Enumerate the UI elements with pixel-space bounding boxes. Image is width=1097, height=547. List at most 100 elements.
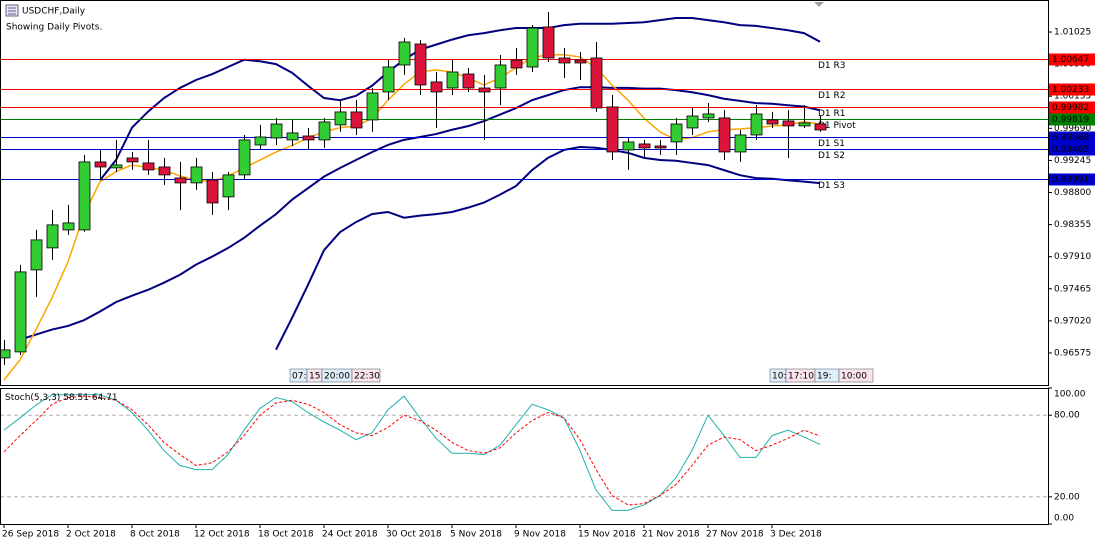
pivot-label: D1 R2 [818, 91, 846, 101]
candle-body [0, 349, 11, 359]
y-tick-label: 0.00 [1054, 514, 1074, 524]
pivot-label: D1 R1 [818, 109, 846, 119]
x-tick-label: 18 Oct 2018 [258, 530, 314, 540]
session-label: 07: [292, 372, 306, 382]
x-tick-label: 8 Oct 2018 [130, 530, 180, 540]
candle-body [222, 174, 235, 198]
candle-body [94, 161, 107, 168]
session-label: 15: [309, 372, 323, 382]
candle-body [142, 162, 155, 171]
candle-body [782, 120, 795, 127]
candle-body [382, 66, 395, 93]
stoch-title: Stoch(5,3,3) 58.51 64.71 [5, 393, 118, 403]
candle-body [686, 115, 699, 129]
pivot-label: D1 S1 [818, 139, 845, 149]
price-box-label: 0.99568 [1052, 133, 1089, 143]
x-tick-label: 30 Oct 2018 [386, 530, 442, 540]
y-tick-label: 0.99690 [1054, 124, 1091, 134]
candle-body [462, 73, 475, 89]
x-tick-label: 2 Oct 2018 [66, 530, 116, 540]
candle-body [302, 135, 315, 141]
price-box [1049, 101, 1095, 114]
session-box [838, 368, 874, 383]
price-box-label: 0.99982 [1052, 103, 1089, 113]
candle-body [734, 134, 747, 153]
candle-body [606, 106, 619, 153]
pivot-label: D1 R3 [818, 61, 846, 71]
x-tick-label: 3 Dec 2018 [770, 530, 822, 540]
candle-body [350, 111, 363, 129]
candle-body [558, 57, 571, 64]
session-label: 17:10 [788, 372, 814, 382]
y-tick-label: 0.97020 [1054, 316, 1091, 326]
price-box-label: 0.99405 [1052, 145, 1089, 155]
candle-body [542, 26, 555, 59]
price-box [1049, 83, 1095, 96]
candle-body [286, 132, 299, 141]
y-tick-label: 20.00 [1054, 492, 1080, 502]
chart-subtitle: Showing Daily Pivots. [6, 23, 102, 33]
candle-body [78, 161, 91, 231]
candle-body [318, 121, 331, 141]
stoch-main-value: 58.51 [63, 393, 89, 403]
line-series [3, 53, 821, 381]
session-label: 20:00 [324, 372, 350, 382]
session-label: 22:30 [354, 372, 380, 382]
candle-body [126, 157, 139, 163]
main-frame [0, 0, 1049, 386]
price-box [1049, 173, 1095, 186]
x-tick-label: 15 Nov 2018 [578, 530, 636, 540]
candle-body [366, 92, 379, 121]
price-box [1049, 143, 1095, 156]
candle-body [62, 222, 75, 231]
main-plot: D1 R3 D1 R2 D1 R1 D1 Pivot D1 S1 D1 S2 D1 S3 [0, 11, 1048, 381]
stoch-plot [0, 394, 1048, 511]
y-tick-label: 100.00 [1054, 390, 1086, 400]
stoch-signal-value: 64.71 [92, 393, 118, 403]
candle-body [190, 166, 203, 184]
candle-body [174, 177, 187, 184]
candle-body [750, 113, 763, 136]
candle-body [30, 239, 43, 271]
candle-body [654, 145, 667, 149]
candle-body [798, 122, 811, 127]
candle-body [670, 123, 683, 143]
candle-body [814, 123, 827, 131]
pivot-label: D1 S2 [818, 151, 845, 161]
line-series [3, 395, 821, 506]
line-series [3, 394, 821, 511]
stoch-name: Stoch(5,3,3) [5, 393, 60, 403]
y-tick-label: 1.01025 [1054, 28, 1091, 38]
x-tick-label: 9 Nov 2018 [514, 530, 566, 540]
candle-body [430, 81, 443, 93]
price-box-label: 0.98991 [1052, 175, 1089, 185]
x-tick-label: 12 Oct 2018 [194, 530, 250, 540]
y-tick-label: 0.97465 [1054, 284, 1091, 294]
price-box [1049, 53, 1095, 66]
candle-body [478, 87, 491, 93]
x-tick-label: 21 Nov 2018 [642, 530, 700, 540]
line-series [99, 16, 821, 181]
y-tick-label: 0.98800 [1054, 188, 1091, 198]
x-tick-label: 27 Nov 2018 [706, 530, 764, 540]
price-box-label: 1.00647 [1052, 55, 1089, 65]
candle-body [638, 143, 651, 149]
session-label: 10:00 [841, 372, 867, 382]
candle-body [206, 179, 219, 204]
session-box [351, 368, 381, 383]
pivot-label: D1 Pivot [818, 121, 856, 131]
candle-body [590, 57, 603, 109]
y-tick-label: 0.98355 [1054, 220, 1091, 230]
candle-body [110, 164, 123, 169]
candle-body [14, 271, 27, 353]
candle-body [414, 43, 427, 86]
x-tick-label: 26 Sep 2018 [2, 530, 59, 540]
price-box [1049, 131, 1095, 144]
shift-marker [814, 2, 824, 7]
candle-body [510, 59, 523, 69]
line-series [275, 146, 821, 351]
candle-body [766, 119, 779, 125]
